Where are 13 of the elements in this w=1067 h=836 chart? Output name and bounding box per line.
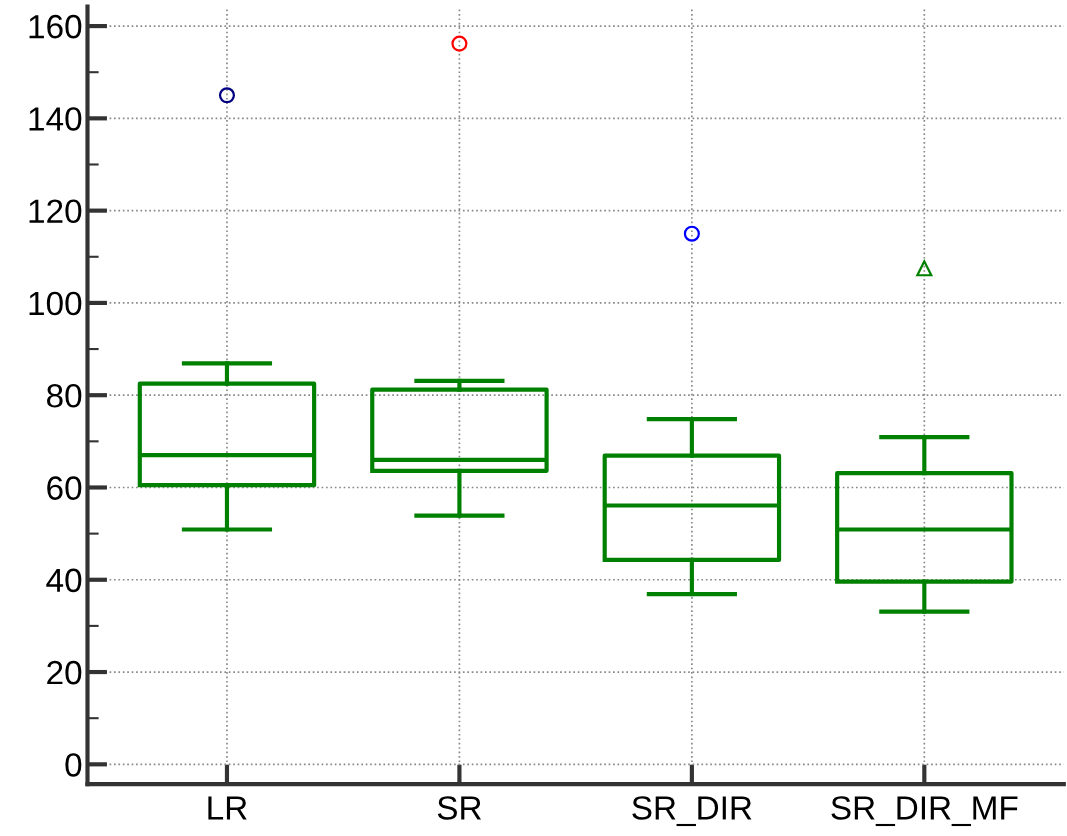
y-tick-label: 100 xyxy=(29,291,82,316)
x-tick-label: SR xyxy=(437,796,482,820)
y-tick-label: 40 xyxy=(46,568,82,593)
x-tick-label: SR_DIR_MF xyxy=(831,796,1018,827)
y-tick-label: 0 xyxy=(65,753,82,777)
y-tick-label: 140 xyxy=(29,107,82,131)
y-tick-label: 80 xyxy=(47,384,82,408)
x-tick-label: SR_DIR xyxy=(632,796,752,827)
y-tick-label: 120 xyxy=(29,199,82,224)
y-tick-label: 20 xyxy=(47,660,82,685)
y-tick-label: 60 xyxy=(47,476,82,500)
y-tick-label: 160 xyxy=(29,14,82,39)
x-tick-label: LR xyxy=(208,796,247,820)
